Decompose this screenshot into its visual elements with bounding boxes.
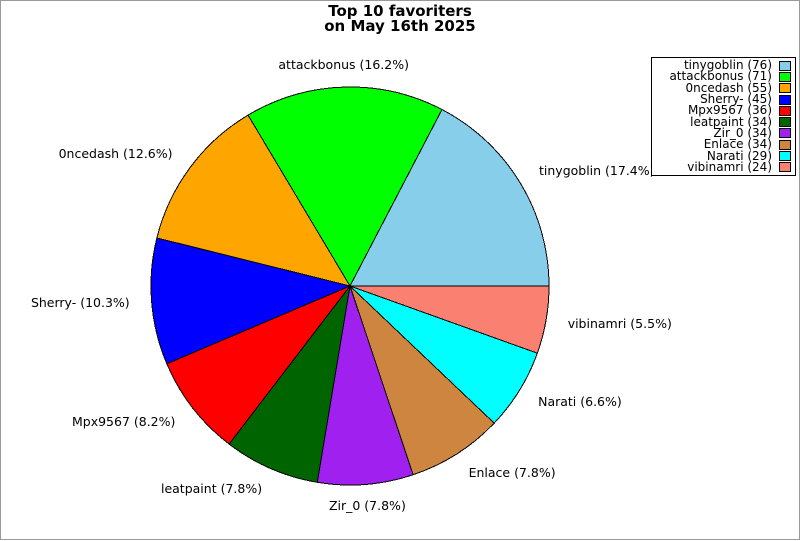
legend-row-attackbonus: attackbonus (71) [654, 69, 791, 84]
legend-label-tinygoblin: tinygoblin (76) [683, 58, 772, 73]
legend-row-0ncedash: 0ncedash (55) [654, 80, 791, 95]
slice-label-attackbonus: attackbonus (16.2%) [278, 57, 409, 73]
legend-label-attackbonus: attackbonus (71) [669, 69, 772, 84]
legend-label-Enlace: Enlace (34) [703, 137, 772, 152]
slice-label-vibinamri: vibinamri (5.5%) [567, 315, 672, 331]
pie-slice-attackbonus [247, 86, 443, 288]
legend-row-Mpx9567: Mpx9567 (36) [654, 103, 791, 118]
legend-swatch-Enlace [779, 139, 791, 150]
pie-slice-leatpaint [228, 285, 351, 483]
pie-slice-Mpx9567 [166, 284, 352, 445]
legend-swatch-Mpx9567 [779, 105, 791, 116]
legend-row-Zir_0: Zir_0 (34) [654, 125, 791, 140]
legend: tinygoblin (76) attackbonus (71) 0ncedash … [651, 57, 796, 176]
legend-row-vibinamri: vibinamri (24) [654, 159, 791, 174]
legend-swatch-vibinamri [779, 162, 791, 173]
pie-slice-Zir_0 [316, 285, 414, 486]
legend-swatch-Narati [779, 151, 791, 162]
slice-label-Mpx9567: Mpx9567 (8.2%) [71, 413, 176, 429]
legend-label-leatpaint: leatpaint (34) [690, 114, 772, 129]
slice-label-0ncedash: 0ncedash (12.6%) [58, 146, 173, 162]
legend-swatch-attackbonus [779, 71, 791, 82]
legend-swatch-Sherry- [779, 94, 791, 105]
legend-row-leatpaint: leatpaint (34) [654, 114, 791, 129]
slice-label-leatpaint: leatpaint (7.8%) [160, 480, 263, 496]
slice-label-tinygoblin: tinygoblin (17.4%) [539, 163, 655, 179]
legend-label-Narati: Narati (29) [706, 148, 772, 163]
chart-title: Top 10 favoriters on May 16th 2025 [1, 4, 799, 34]
legend-swatch-0ncedash [779, 83, 791, 94]
legend-row-Narati: Narati (29) [654, 148, 791, 163]
pie-slice-Sherry- [150, 237, 352, 365]
legend-swatch-Zir_0 [779, 128, 791, 139]
pie-slice-tinygoblin [349, 108, 550, 287]
legend-label-Zir_0: Zir_0 (34) [713, 125, 772, 140]
slice-label-Sherry-: Sherry- (10.3%) [30, 295, 130, 311]
legend-label-vibinamri: vibinamri (24) [687, 159, 772, 174]
pie-slice-vibinamri [349, 285, 550, 354]
slice-label-Enlace: Enlace (7.8%) [468, 464, 556, 480]
legend-swatch-tinygoblin [779, 60, 791, 71]
chart-title-line-1: Top 10 favoriters [328, 2, 472, 20]
slice-label-Narati: Narati (6.6%) [538, 393, 622, 409]
slice-label-Zir_0: Zir_0 (7.8%) [328, 498, 406, 514]
legend-label-0ncedash: 0ncedash (55) [685, 80, 773, 95]
pie-slice-Enlace [349, 285, 495, 476]
chart-title-line-2: on May 16th 2025 [324, 17, 476, 35]
legend-swatch-leatpaint [779, 117, 791, 128]
legend-row-Sherry-: Sherry- (45) [654, 92, 791, 107]
legend-label-Sherry-: Sherry- (45) [700, 92, 772, 107]
legend-row-tinygoblin: tinygoblin (76) [654, 58, 791, 73]
legend-row-Enlace: Enlace (34) [654, 137, 791, 152]
legend-label-Mpx9567: Mpx9567 (36) [687, 103, 772, 118]
pie-slice-0ncedash [156, 114, 352, 287]
